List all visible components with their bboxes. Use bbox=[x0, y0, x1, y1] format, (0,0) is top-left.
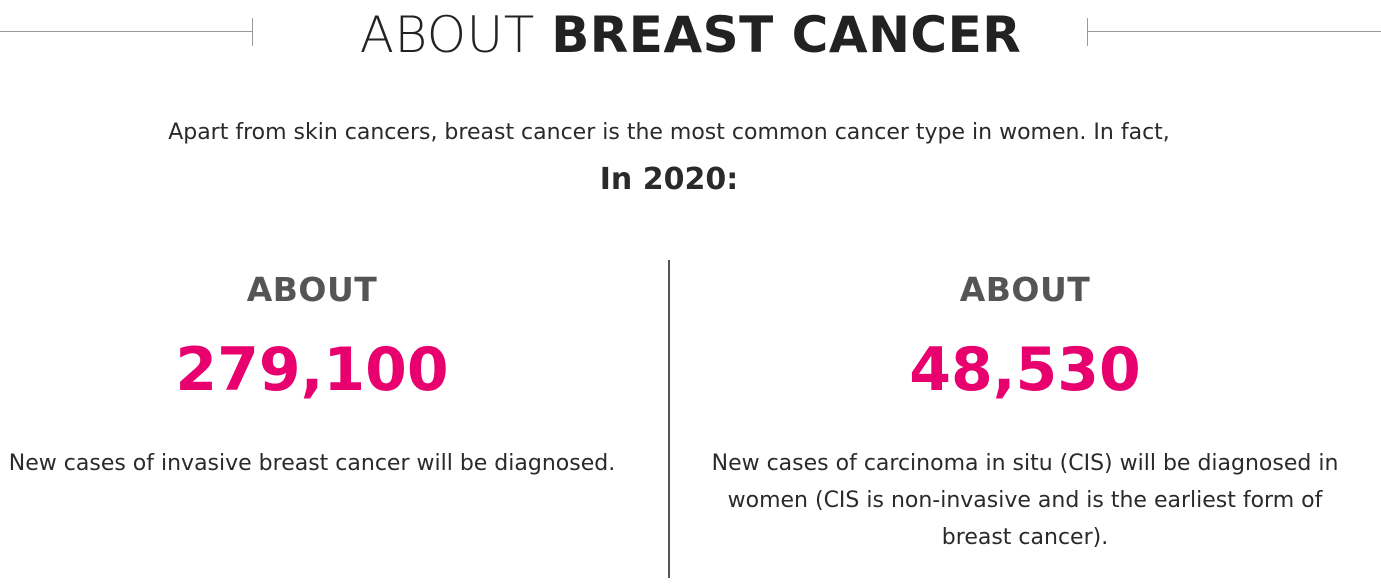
year-label: In 2020: bbox=[599, 162, 739, 197]
page-title-light: ABOUT bbox=[359, 6, 552, 64]
header-rule-left-cap bbox=[252, 18, 253, 46]
header-rule-left bbox=[0, 31, 252, 32]
header-rule-right-cap bbox=[1087, 18, 1088, 46]
column-divider bbox=[668, 260, 670, 578]
stat-prefix: ABOUT bbox=[959, 270, 1091, 309]
stat-description: New cases of carcinoma in situ (CIS) wil… bbox=[711, 451, 1339, 550]
page-title: ABOUT BREAST CANCER bbox=[0, 6, 1381, 64]
header-rule-right bbox=[1087, 31, 1381, 32]
page-title-bold: BREAST CANCER bbox=[551, 6, 1022, 64]
stat-value: 279,100 bbox=[175, 335, 449, 405]
stat-prefix: ABOUT bbox=[246, 270, 378, 309]
stat-cis-cases: ABOUT 48,530 New cases of carcinoma in s… bbox=[690, 268, 1360, 556]
intro-text: Apart from skin cancers, breast cancer i… bbox=[168, 120, 1170, 145]
stat-value: 48,530 bbox=[909, 335, 1141, 405]
stat-description: New cases of invasive breast cancer will… bbox=[8, 451, 616, 476]
stat-invasive-cases: ABOUT 279,100 New cases of invasive brea… bbox=[0, 268, 624, 482]
